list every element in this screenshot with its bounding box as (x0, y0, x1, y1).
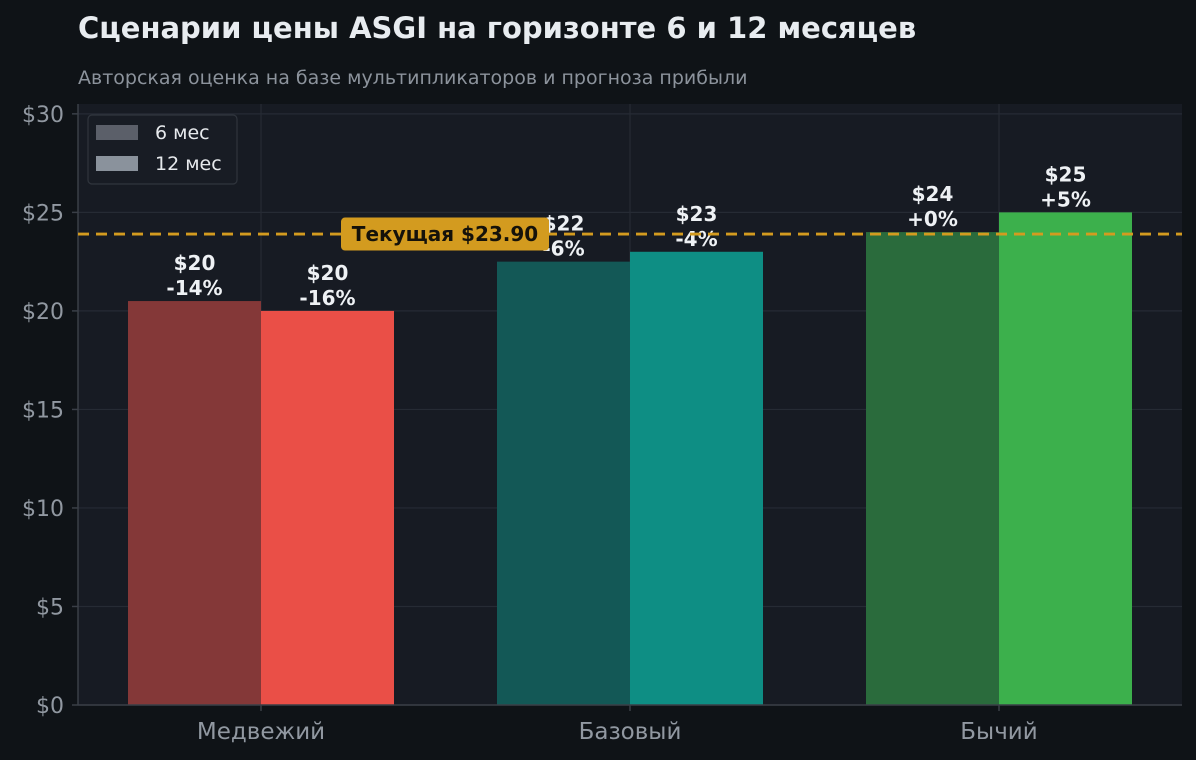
y-tick-label: $0 (36, 694, 64, 719)
bar (630, 251, 763, 706)
bar-change-label: -4% (675, 227, 717, 251)
x-tick-label: Медвежий (197, 719, 325, 745)
y-tick-label: $5 (36, 595, 64, 620)
bar-labels: $20-14%$22-6%$24+0%$20-16%$23-4%$25+5% (166, 162, 1090, 310)
bar-value-label: $25 (1045, 162, 1087, 186)
bar-change-label: +0% (907, 207, 958, 231)
bar (866, 232, 999, 705)
bar-value-label: $24 (912, 182, 954, 206)
y-tick-label: $10 (22, 497, 64, 522)
bar-change-label: -14% (166, 276, 222, 300)
bar (497, 261, 630, 705)
y-tick-label: $30 (22, 103, 64, 128)
bar-change-label: +5% (1040, 187, 1091, 211)
bar (261, 310, 394, 705)
legend-label: 6 мес (155, 122, 210, 144)
legend-label: 12 мес (155, 153, 222, 175)
legend-swatch (96, 125, 138, 140)
bar-value-label: $23 (676, 202, 718, 226)
bars (128, 212, 1132, 706)
y-tick-label: $15 (22, 398, 64, 423)
bar (128, 301, 261, 705)
x-tick-label: Базовый (579, 719, 682, 745)
legend: 6 мес 12 мес (87, 114, 238, 185)
bar-change-label: -6% (542, 237, 584, 261)
bar-value-label: $20 (174, 251, 216, 275)
bar-value-label: $20 (307, 261, 349, 285)
bar-value-label: $22 (543, 212, 585, 236)
x-tick-label: Бычий (960, 719, 1037, 745)
legend-swatch (96, 156, 138, 171)
reference-line-badge (341, 217, 549, 251)
y-tick-label: $25 (22, 201, 64, 226)
bar (999, 212, 1132, 705)
y-tick-label: $20 (22, 300, 64, 325)
axes: $0 $5 $10 $15 $20 $25 $30 Медвежий Базовый Бычий (22, 103, 1182, 745)
reference-line-group: Текущая $23.90 (78, 217, 1182, 251)
chart-subtitle: Авторская оценка на базе мультипликаторо… (78, 67, 747, 89)
chart-title: Сценарии цены ASGI на горизонте 6 и 12 м… (78, 11, 916, 45)
reference-line-label: Текущая $23.90 (352, 222, 538, 246)
bar-change-label: -16% (299, 286, 355, 310)
